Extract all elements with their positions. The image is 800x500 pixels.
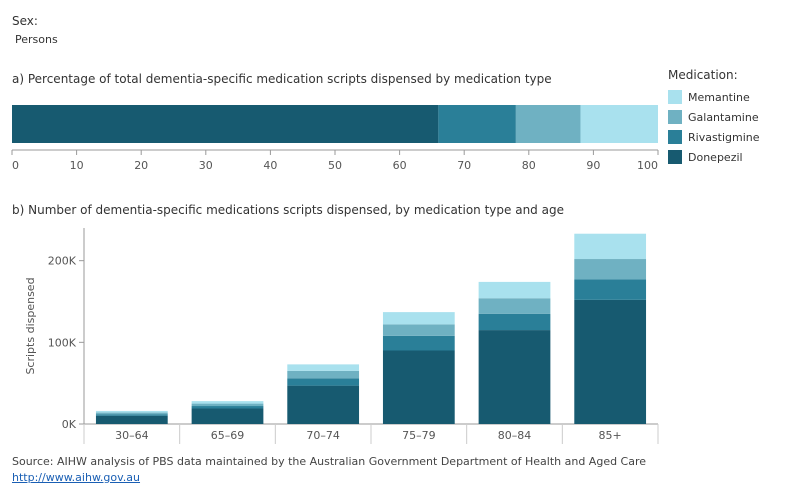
y-tick-label: 200K <box>48 255 77 268</box>
legend-item-rivastigmine[interactable]: Rivastigmine <box>668 127 760 147</box>
chart-b-title: b) Number of dementia-specific medicatio… <box>12 203 564 217</box>
legend-item-memantine[interactable]: Memantine <box>668 87 760 107</box>
filter-value[interactable]: Persons <box>15 33 58 46</box>
legend-swatch-rivastigmine <box>668 130 682 144</box>
bar-85--rivastigmine <box>574 279 647 300</box>
bar-75-79-rivastigmine <box>382 335 455 351</box>
bar-70-74-memantine <box>287 364 360 371</box>
y-axis-title: Scripts dispensed <box>24 277 37 374</box>
bar-85--memantine <box>574 233 647 260</box>
bar-65-69-rivastigmine <box>191 406 264 409</box>
bar-segment-memantine <box>580 105 658 143</box>
x-tick-label: 85+ <box>599 429 622 442</box>
legend-swatch-galantamine <box>668 110 682 124</box>
x-tick-label: 0 <box>12 159 19 172</box>
x-tick-label: 30 <box>199 159 213 172</box>
x-tick-label: 100 <box>637 159 658 172</box>
chart-a-title: a) Percentage of total dementia-specific… <box>12 72 552 86</box>
legend-label-rivastigmine: Rivastigmine <box>688 130 760 144</box>
bar-30-64-rivastigmine <box>95 414 168 416</box>
x-tick-label: 80 <box>522 159 536 172</box>
x-tick-label: 70–74 <box>306 429 340 442</box>
chart-a-percentage-bar: 0 10 20 30 40 50 60 70 80 90 100 <box>11 105 659 172</box>
bar-30-64-galantamine <box>95 412 168 415</box>
legend-label-donepezil: Donepezil <box>688 150 743 164</box>
x-tick-label: 90 <box>586 159 600 172</box>
y-tick-label: 0K <box>62 418 77 431</box>
bar-85--galantamine <box>574 259 647 280</box>
x-tick-label: 30–64 <box>115 429 149 442</box>
bar-75-79-memantine <box>382 312 455 325</box>
legend: Medication: Memantine Galantamine Rivast… <box>668 68 760 167</box>
legend-item-donepezil[interactable]: Donepezil <box>668 147 760 167</box>
x-tick-label: 80–84 <box>498 429 532 442</box>
source-note: Source: AIHW analysis of PBS data mainta… <box>12 455 647 468</box>
bar-85--donepezil <box>574 299 647 424</box>
bar-segment-rivastigmine <box>438 105 516 143</box>
x-tick-label: 75–79 <box>402 429 436 442</box>
source-link[interactable]: http://www.aihw.gov.au <box>12 471 141 484</box>
bar-70-74-donepezil <box>287 385 360 424</box>
legend-swatch-donepezil <box>668 150 682 164</box>
bar-30-64-donepezil <box>95 415 168 424</box>
legend-swatch-memantine <box>668 90 682 104</box>
bar-80-84-galantamine <box>478 298 551 314</box>
legend-title: Medication: <box>668 68 738 82</box>
bar-70-74-galantamine <box>287 370 360 379</box>
filter-label: Sex: <box>12 14 38 28</box>
bar-75-79-donepezil <box>382 350 455 424</box>
legend-label-memantine: Memantine <box>688 90 750 104</box>
bar-65-69-galantamine <box>191 403 264 407</box>
chart-b-stacked-columns: Scripts dispensed 0K 100K 200K 30–64 65–69 70–… <box>24 228 659 444</box>
x-tick-label: 50 <box>328 159 342 172</box>
bar-80-84-memantine <box>478 281 551 299</box>
bar-30-64-memantine <box>95 410 168 413</box>
x-tick-label: 20 <box>134 159 148 172</box>
x-tick-label: 70 <box>457 159 471 172</box>
bar-segment-donepezil <box>12 105 439 143</box>
bar-65-69-donepezil <box>191 408 264 424</box>
bar-65-69-memantine <box>191 401 264 404</box>
x-tick-label: 40 <box>263 159 277 172</box>
legend-label-galantamine: Galantamine <box>688 110 759 124</box>
x-tick-label: 60 <box>393 159 407 172</box>
x-tick-label: 65–69 <box>211 429 245 442</box>
y-tick-label: 100K <box>48 336 77 349</box>
bar-80-84-donepezil <box>478 330 551 424</box>
bar-70-74-rivastigmine <box>287 378 360 386</box>
legend-item-galantamine[interactable]: Galantamine <box>668 107 760 127</box>
bar-segment-galantamine <box>515 105 581 143</box>
x-tick-label: 10 <box>70 159 84 172</box>
bar-75-79-galantamine <box>382 324 455 336</box>
bar-80-84-rivastigmine <box>478 313 551 331</box>
